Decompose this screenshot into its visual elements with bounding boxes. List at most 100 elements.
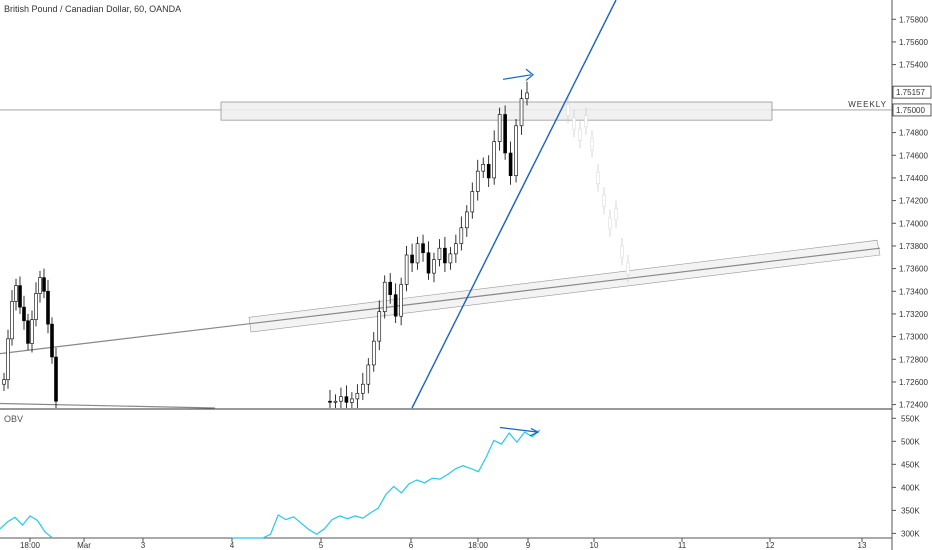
candle-body (333, 400, 338, 403)
last-price-box (892, 85, 932, 99)
candle-body (382, 281, 387, 312)
candle-body (470, 191, 475, 213)
candle-body (486, 164, 491, 179)
y-tick-label: 1.73800 (899, 242, 928, 251)
candle-body (448, 253, 453, 264)
candle-body (26, 320, 30, 344)
obv-tick-label: 350K (901, 506, 920, 515)
candle-body (366, 364, 371, 385)
y-tick-label: 1.73000 (899, 333, 928, 342)
candle-body (497, 114, 502, 142)
projected-candle (614, 208, 618, 221)
candle-body (459, 227, 464, 244)
projected-candle (620, 245, 624, 258)
projected-candle (608, 217, 612, 230)
x-tick-label: 12 (766, 541, 775, 550)
blue-trendline (411, 0, 617, 409)
candle-body (371, 340, 376, 366)
y-tick-label: 1.73600 (899, 265, 928, 274)
obv-pane (0, 429, 541, 539)
candle-body (508, 152, 513, 176)
projected-candle (584, 115, 588, 128)
candle-body (339, 396, 343, 402)
candle-body (14, 285, 18, 302)
obv-tick-label: 400K (901, 483, 920, 492)
last-price-label: 1.75157 (896, 88, 925, 97)
candle-body (454, 243, 458, 255)
x-tick-label: 9 (526, 541, 531, 550)
candle-body (328, 400, 332, 403)
candle-body (519, 98, 524, 127)
obv-tick-label: 450K (901, 460, 920, 469)
level-price-label: 1.75000 (896, 106, 925, 115)
x-tick-label: 6 (409, 541, 414, 550)
projected-candle (566, 103, 570, 116)
x-tick-label: 4 (230, 541, 235, 550)
weekly-label: WEEKLY (848, 100, 887, 109)
zones: WEEKLY (0, 100, 892, 409)
candle-body (443, 247, 447, 264)
obv-arrow (499, 426, 539, 433)
candle-body (2, 379, 6, 385)
price-arrow (502, 74, 532, 80)
x-tick-label: Mar (77, 541, 91, 550)
candle-body (465, 211, 469, 229)
y-tick-label: 1.74000 (899, 219, 928, 228)
candle-body (525, 92, 529, 99)
projected-candle (602, 194, 606, 207)
chart-title: British Pound / Canadian Dollar, 60, OAN… (4, 4, 182, 14)
candle-body (388, 281, 392, 295)
y-tick-label: 1.74200 (899, 197, 928, 206)
candles (2, 81, 630, 408)
obv-tick-label: 550K (901, 414, 920, 423)
projected-candle (578, 128, 582, 141)
candle-body (350, 398, 354, 403)
projected-candle (626, 262, 630, 275)
y-tick-label: 1.72600 (899, 378, 928, 387)
x-tick-label: 11 (678, 541, 687, 550)
y-tick-label: 1.73200 (899, 310, 928, 319)
obv-label: OBV (4, 414, 24, 424)
projected-candle (590, 137, 594, 150)
candle-body (6, 338, 10, 380)
candle-body (475, 170, 480, 192)
y-tick-label: 1.75400 (899, 61, 928, 70)
price-arrow-head (525, 68, 534, 81)
candle-body (34, 293, 38, 320)
candle-body (361, 383, 365, 394)
drawings (411, 0, 617, 437)
candle-body (355, 392, 360, 400)
candle-body (54, 356, 58, 402)
candle-body (30, 319, 34, 344)
candle-body (393, 294, 398, 317)
candle-body (437, 247, 442, 260)
obv-tick-label: 500K (901, 437, 920, 446)
y-tick-label: 1.74400 (899, 174, 928, 183)
candle-body (399, 284, 403, 317)
chart-axes (0, 0, 893, 550)
candle-body (415, 243, 420, 264)
candle-body (50, 323, 54, 358)
candle-body (503, 114, 507, 154)
y-tick-label: 1.75600 (899, 38, 928, 47)
obv-line-right (232, 429, 541, 539)
x-tick-label: 13 (858, 541, 867, 550)
obv-arrow-head (529, 427, 540, 437)
candle-body (481, 164, 486, 172)
obv-tick-label: 300K (901, 529, 920, 538)
candle-body (404, 254, 409, 285)
lower-trendline (0, 402, 216, 409)
candle-body (426, 252, 431, 274)
y-tick-label: 1.75800 (899, 15, 928, 24)
x-tick-label: 18:00 (468, 541, 489, 550)
obv-line-left (0, 515, 53, 539)
y-tick-label: 1.74800 (899, 129, 928, 138)
support-trendline (0, 247, 881, 355)
y-tick-label: 1.73400 (899, 287, 928, 296)
projected-candle (596, 171, 600, 184)
x-tick-label: 3 (141, 541, 146, 550)
y-tick-label: 1.72800 (899, 355, 928, 364)
candle-body (410, 254, 414, 264)
weekly-zone (220, 101, 773, 121)
